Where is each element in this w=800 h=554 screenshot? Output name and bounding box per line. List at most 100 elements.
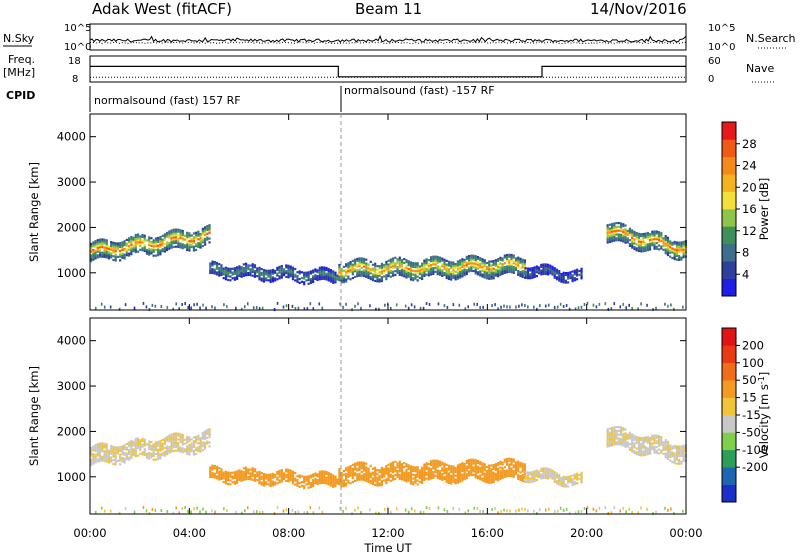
power-cell <box>653 243 656 246</box>
velocity-cell <box>682 444 685 447</box>
power-cell <box>105 246 108 250</box>
power-cell <box>351 276 354 280</box>
power-cell <box>494 264 497 268</box>
velocity-cell <box>664 442 667 446</box>
velocity-cell <box>423 473 426 476</box>
velocity-cell <box>631 450 634 453</box>
power-cell <box>655 241 658 245</box>
power-cell <box>657 231 661 234</box>
velocity-cell <box>409 478 413 481</box>
power-cell <box>195 243 198 246</box>
velocity-cell <box>635 435 638 439</box>
power-colorbar-band <box>722 243 736 262</box>
velocity-cell <box>157 442 160 446</box>
power-cell <box>447 277 451 281</box>
power-cell <box>296 271 299 274</box>
power-cell <box>485 273 489 276</box>
velocity-cell <box>222 481 225 484</box>
power-cell <box>112 255 115 258</box>
velocity-scatter-cell <box>622 506 625 510</box>
power-cell <box>533 268 536 271</box>
velocity-cell <box>338 467 341 471</box>
power-cell <box>152 245 155 248</box>
power-cell <box>192 236 196 239</box>
velocity-cell <box>412 483 415 486</box>
power-cell <box>269 277 272 280</box>
velocity-cell <box>197 449 200 453</box>
velocity-cell <box>512 464 515 467</box>
power-cell <box>669 240 672 243</box>
power-cell <box>412 273 415 276</box>
velocity-cell <box>90 462 93 465</box>
velocity-cell <box>136 437 140 440</box>
velocity-cell <box>445 463 448 466</box>
velocity-cell <box>209 473 212 477</box>
velocity-cell <box>508 469 511 472</box>
power-cell <box>367 271 370 274</box>
power-cell <box>633 246 636 249</box>
velocity-cell <box>376 484 379 487</box>
velocity-cell <box>296 482 299 485</box>
velocity-cell <box>260 481 263 484</box>
velocity-cell <box>334 483 337 486</box>
power-cell <box>320 273 324 277</box>
velocity-cell <box>340 485 343 488</box>
velocity-cell <box>110 452 113 455</box>
power-cell <box>121 248 124 252</box>
velocity-cell <box>432 472 435 476</box>
velocity-cell <box>211 475 214 479</box>
velocity-cell <box>445 469 448 472</box>
power-cell <box>531 274 534 277</box>
power-cell <box>508 265 511 268</box>
power-scatter-cell <box>443 304 446 308</box>
power-cell <box>398 264 401 267</box>
power-cell <box>533 270 536 273</box>
power-cell <box>555 270 559 273</box>
power-cell <box>651 238 654 241</box>
power-cell <box>680 247 683 250</box>
velocity-cell <box>400 466 404 470</box>
power-cell <box>657 234 661 238</box>
power-scatter-cell <box>297 306 300 310</box>
power-cell <box>323 266 326 269</box>
velocity-cell <box>340 471 343 475</box>
power-cell <box>240 269 243 273</box>
power-cell <box>567 277 570 280</box>
velocity-cell <box>394 470 397 473</box>
power-cell <box>387 259 390 262</box>
velocity-cell <box>400 464 404 468</box>
power-cell <box>657 240 661 243</box>
power-cell <box>445 259 448 262</box>
velocity-cell <box>188 445 191 449</box>
power-cell <box>490 266 493 269</box>
velocity-cell <box>438 464 442 467</box>
velocity-cell <box>116 452 120 455</box>
velocity-cell <box>154 441 158 444</box>
power-cell <box>562 273 565 276</box>
power-cell <box>673 256 676 259</box>
velocity-cell <box>403 475 406 478</box>
power-scatter-cell <box>410 303 413 307</box>
velocity-cell <box>436 461 439 464</box>
power-cell <box>521 262 524 265</box>
power-cell <box>94 253 97 256</box>
velocity-cell <box>441 476 444 480</box>
velocity-cell <box>606 430 609 433</box>
power-scatter-cell <box>202 303 204 307</box>
power-cell <box>289 269 292 272</box>
power-cell <box>367 269 370 272</box>
power-cell <box>427 274 430 277</box>
velocity-cell <box>492 471 495 474</box>
power-cell <box>523 261 527 264</box>
velocity-cell <box>474 466 477 469</box>
velocity-cell <box>174 445 178 448</box>
power-cell <box>253 266 257 269</box>
power-cell <box>403 261 406 265</box>
power-cell <box>296 278 299 281</box>
power-cell <box>318 276 321 279</box>
velocity-cell <box>499 462 502 465</box>
velocity-scatter-cell <box>282 509 285 513</box>
power-cell <box>653 230 656 233</box>
velocity-cell <box>499 477 502 481</box>
velocity-cell <box>606 443 609 446</box>
